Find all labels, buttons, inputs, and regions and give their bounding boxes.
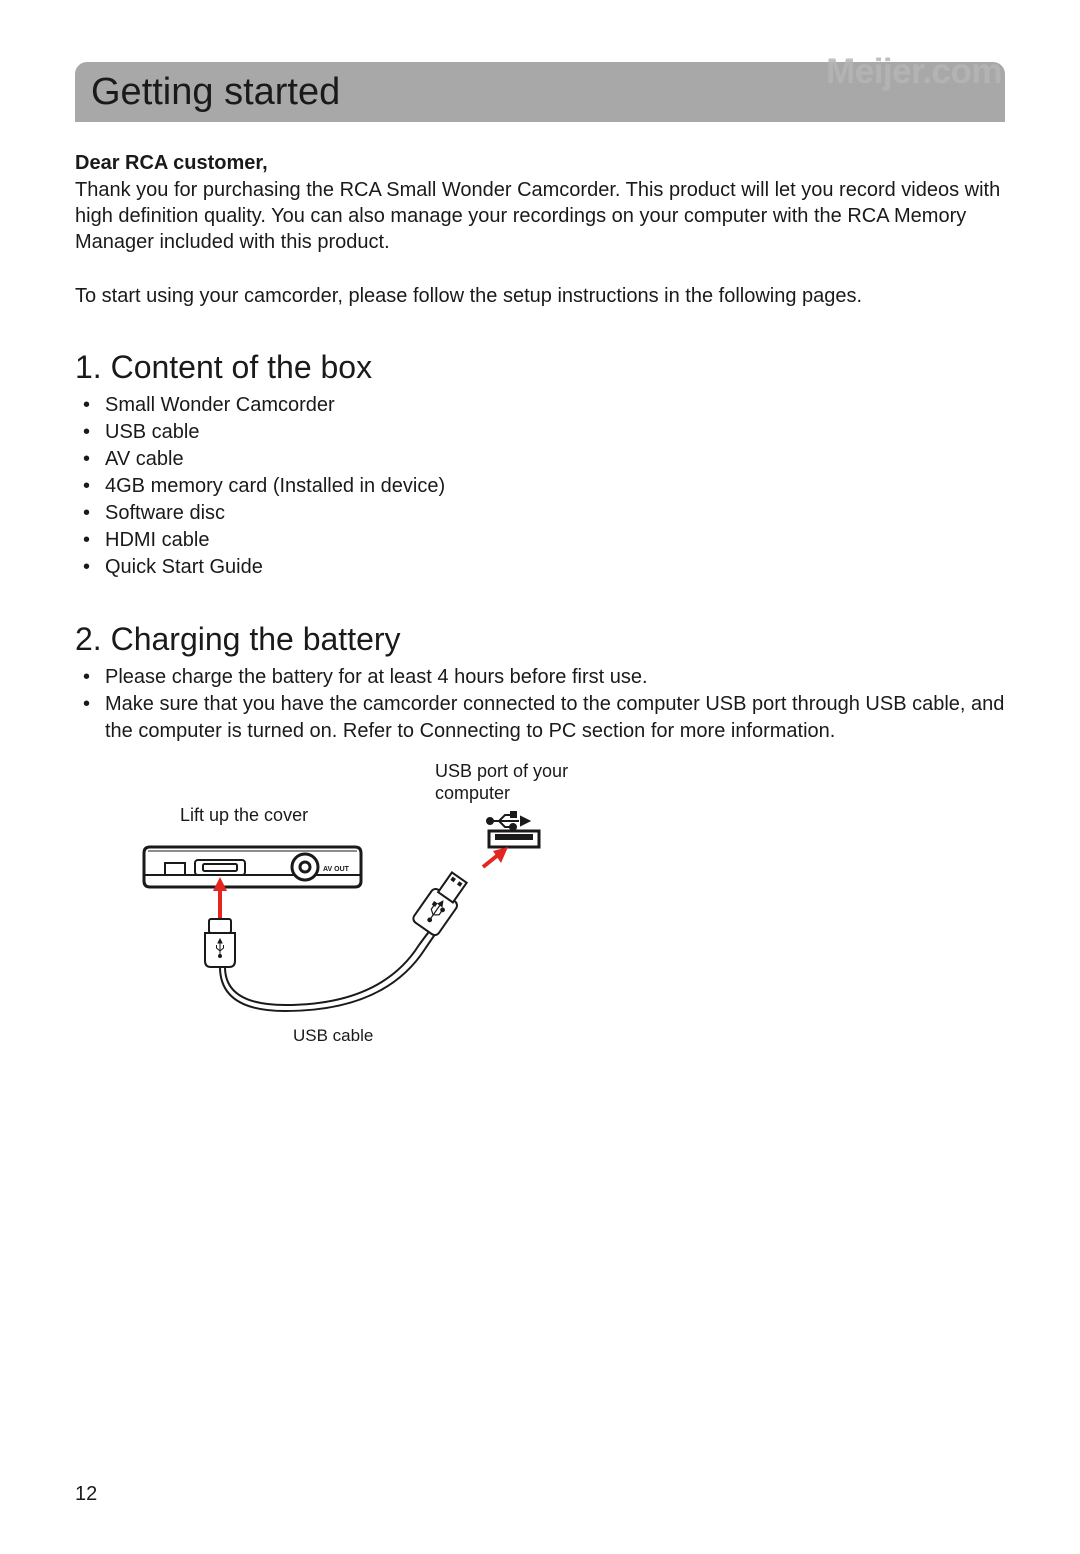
arrow-usb-port-icon bbox=[483, 847, 508, 867]
usb-a-plug-icon bbox=[411, 869, 471, 937]
list-item: USB cable bbox=[105, 419, 1005, 446]
label-usb-cable: USB cable bbox=[293, 1026, 373, 1045]
page-number: 12 bbox=[75, 1483, 97, 1506]
label-av-out: AV OUT bbox=[323, 866, 350, 873]
salutation: Dear RCA customer, bbox=[75, 152, 1005, 175]
intro-paragraph-1: Thank you for purchasing the RCA Small W… bbox=[75, 177, 1005, 255]
charging-instructions-list: Please charge the battery for at least 4… bbox=[75, 664, 1005, 745]
label-usb-port: USB port of your bbox=[435, 761, 568, 781]
label-usb-port-line2: computer bbox=[435, 783, 510, 803]
label-lift-cover: Lift up the cover bbox=[180, 805, 308, 825]
manual-page: Meijer.com Getting started Dear RCA cust… bbox=[0, 0, 1080, 1554]
intro-paragraph-2: To start using your camcorder, please fo… bbox=[75, 283, 1005, 309]
list-item: Please charge the battery for at least 4… bbox=[105, 664, 1005, 691]
micro-usb-plug-icon bbox=[205, 919, 235, 967]
list-item: AV cable bbox=[105, 446, 1005, 473]
list-item: Make sure that you have the camcorder co… bbox=[105, 691, 1005, 745]
computer-usb-port-icon bbox=[487, 812, 539, 847]
watermark-brand: Meijer.com bbox=[826, 52, 1002, 92]
list-item: Software disc bbox=[105, 500, 1005, 527]
section-heading-charging: 2. Charging the battery bbox=[75, 621, 1005, 658]
list-item: 4GB memory card (Installed in device) bbox=[105, 473, 1005, 500]
list-item: HDMI cable bbox=[105, 527, 1005, 554]
box-contents-list: Small Wonder Camcorder USB cable AV cabl… bbox=[75, 392, 1005, 581]
list-item: Small Wonder Camcorder bbox=[105, 392, 1005, 419]
diagram-svg: USB port of your computer Lift up the co… bbox=[125, 759, 625, 1049]
section-heading-contents: 1. Content of the box bbox=[75, 349, 1005, 386]
list-item: Quick Start Guide bbox=[105, 554, 1005, 581]
usb-connection-diagram: USB port of your computer Lift up the co… bbox=[125, 759, 625, 1054]
camcorder-side-icon: AV OUT bbox=[144, 847, 361, 887]
